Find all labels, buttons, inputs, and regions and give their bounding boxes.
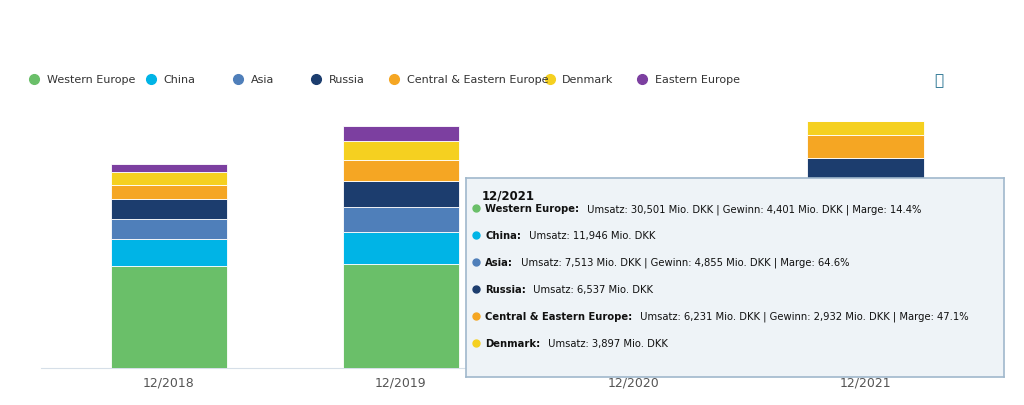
Bar bbox=[808, 136, 924, 159]
Text: Eastern Europe: Eastern Europe bbox=[654, 75, 739, 85]
Bar bbox=[111, 173, 226, 186]
Bar bbox=[111, 266, 226, 369]
Text: Umsatz: 7,513 Mio. DKK | Gewinn: 4,855 Mio. DKK | Marge: 64.6%: Umsatz: 7,513 Mio. DKK | Gewinn: 4,855 M… bbox=[517, 257, 849, 268]
Bar bbox=[343, 208, 459, 232]
Text: Umsatz: 11,946 Mio. DKK: Umsatz: 11,946 Mio. DKK bbox=[525, 231, 655, 241]
Text: Asia:: Asia: bbox=[485, 258, 513, 268]
Bar bbox=[808, 159, 924, 183]
Bar bbox=[575, 193, 691, 203]
Text: Umsatz nach Regionen von Carlsberg: Umsatz nach Regionen von Carlsberg bbox=[307, 19, 717, 38]
Bar bbox=[343, 264, 459, 369]
Text: Umsatz: 6,231 Mio. DKK | Gewinn: 2,932 Mio. DKK | Marge: 47.1%: Umsatz: 6,231 Mio. DKK | Gewinn: 2,932 M… bbox=[637, 311, 969, 321]
Text: 🔍: 🔍 bbox=[934, 73, 943, 88]
Bar bbox=[575, 216, 691, 235]
Text: Denmark:: Denmark: bbox=[485, 338, 541, 348]
Text: Central & Eastern Europe:: Central & Eastern Europe: bbox=[485, 311, 633, 321]
Text: Russia:: Russia: bbox=[485, 284, 526, 294]
Bar bbox=[343, 126, 459, 142]
Bar bbox=[575, 203, 691, 216]
Bar bbox=[575, 188, 691, 193]
Text: Denmark: Denmark bbox=[562, 75, 613, 85]
Bar bbox=[575, 235, 691, 255]
Bar bbox=[343, 161, 459, 181]
Text: China:: China: bbox=[485, 231, 521, 241]
Text: Umsatz: 30,501 Mio. DKK | Gewinn: 4,401 Mio. DKK | Marge: 14.4%: Umsatz: 30,501 Mio. DKK | Gewinn: 4,401 … bbox=[584, 204, 921, 214]
Text: 12/2021: 12/2021 bbox=[482, 189, 536, 202]
Text: China: China bbox=[164, 75, 196, 85]
Bar bbox=[808, 121, 924, 136]
Bar bbox=[575, 287, 691, 369]
Bar bbox=[343, 181, 459, 208]
Bar bbox=[111, 186, 226, 200]
Bar bbox=[575, 255, 691, 287]
Text: Western Europe: Western Europe bbox=[47, 75, 135, 85]
Bar bbox=[111, 220, 226, 240]
Bar bbox=[808, 255, 924, 369]
Bar bbox=[808, 211, 924, 255]
Text: Umsatz: 3,897 Mio. DKK: Umsatz: 3,897 Mio. DKK bbox=[545, 338, 668, 348]
Text: Russia: Russia bbox=[329, 75, 365, 85]
Text: Umsatz: 6,537 Mio. DKK: Umsatz: 6,537 Mio. DKK bbox=[530, 284, 653, 294]
Text: Asia: Asia bbox=[251, 75, 274, 85]
Bar bbox=[111, 240, 226, 266]
Bar bbox=[808, 183, 924, 211]
Bar bbox=[343, 142, 459, 161]
Text: Western Europe:: Western Europe: bbox=[485, 204, 580, 214]
Bar bbox=[111, 165, 226, 173]
Bar bbox=[343, 232, 459, 264]
Bar bbox=[111, 200, 226, 220]
Text: Central & Eastern Europe: Central & Eastern Europe bbox=[407, 75, 548, 85]
